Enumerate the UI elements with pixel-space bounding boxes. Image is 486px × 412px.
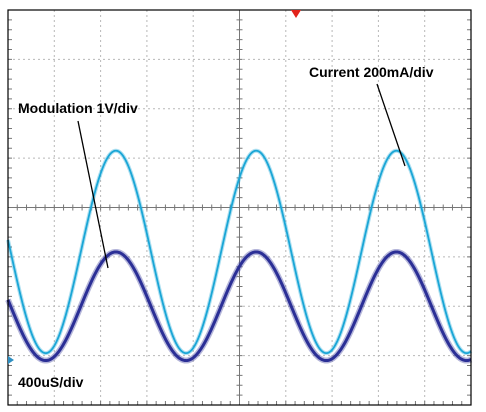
- trigger-marker: [291, 10, 301, 18]
- traces: [5, 148, 473, 364]
- timebase-label: 400uS/div: [18, 374, 84, 390]
- current-trace: [7, 149, 472, 355]
- grid: [7, 9, 472, 406]
- ground-marker: [8, 356, 14, 364]
- modulation-label-pointer: [77, 120, 109, 269]
- current-label: Current 200mA/div: [309, 64, 434, 80]
- modulation-trace: [6, 250, 472, 363]
- plot-frame: [7, 9, 472, 406]
- current-label-pointer: [376, 83, 406, 167]
- modulation-label: Modulation 1V/div: [18, 100, 138, 116]
